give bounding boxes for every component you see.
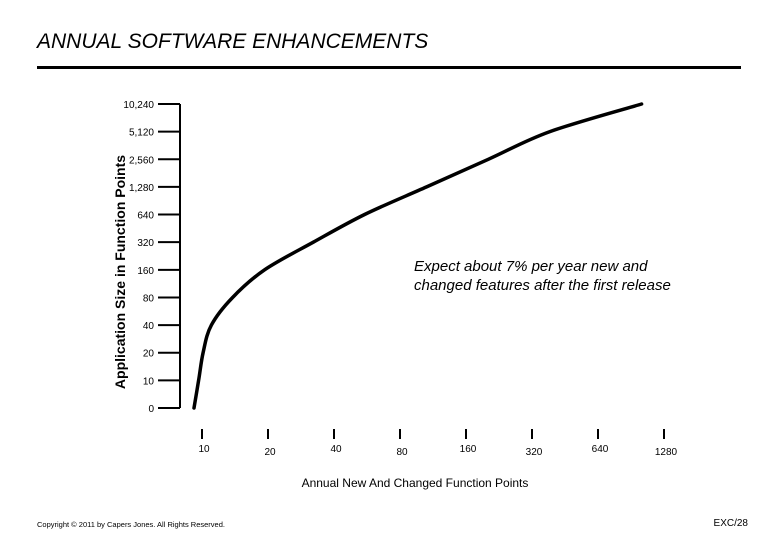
y-tick-label: 0 (148, 404, 154, 415)
x-axis: 10 20 40 80 160 320 640 1280 (198, 429, 678, 458)
y-tick-label: 20 (143, 349, 155, 360)
copyright-text: Copyright © 2011 by Capers Jones. All Ri… (37, 520, 225, 529)
y-tick-label: 2,560 (129, 155, 154, 166)
callout-text: Expect about 7% per year new and changed… (414, 258, 671, 294)
x-tick-label: 640 (592, 444, 609, 455)
y-tick-label: 80 (143, 293, 155, 304)
title-rule (37, 66, 741, 69)
y-tick-label: 5,120 (129, 128, 154, 139)
y-tick-label: 40 (143, 321, 155, 332)
y-axis: 10,240 5,120 2,560 1,280 640 320 160 80 40 20 10 0 (123, 100, 181, 415)
x-tick-label: 20 (264, 447, 276, 458)
x-tick-label: 10 (198, 444, 210, 455)
y-axis-label: Application Size in Function Points (112, 155, 128, 389)
y-tick-label: 10 (143, 376, 155, 387)
x-tick-label: 80 (396, 447, 408, 458)
series-line (192, 102, 644, 410)
x-tick-label: 40 (330, 444, 342, 455)
y-tick-label: 320 (137, 238, 154, 249)
page-code: EXC/28 (713, 518, 748, 529)
y-tick-label: 10,240 (123, 100, 154, 111)
y-tick-label: 640 (137, 211, 154, 222)
y-tick-label: 160 (137, 266, 154, 277)
series-layer (192, 102, 644, 410)
x-tick-label: 320 (526, 447, 543, 458)
slide-title: ANNUAL SOFTWARE ENHANCEMENTS (37, 30, 429, 53)
y-tick-label: 1,280 (129, 183, 154, 194)
x-axis-label: Annual New And Changed Function Points (302, 476, 529, 490)
x-tick-label: 160 (460, 444, 477, 455)
x-tick-label: 1280 (655, 447, 678, 458)
